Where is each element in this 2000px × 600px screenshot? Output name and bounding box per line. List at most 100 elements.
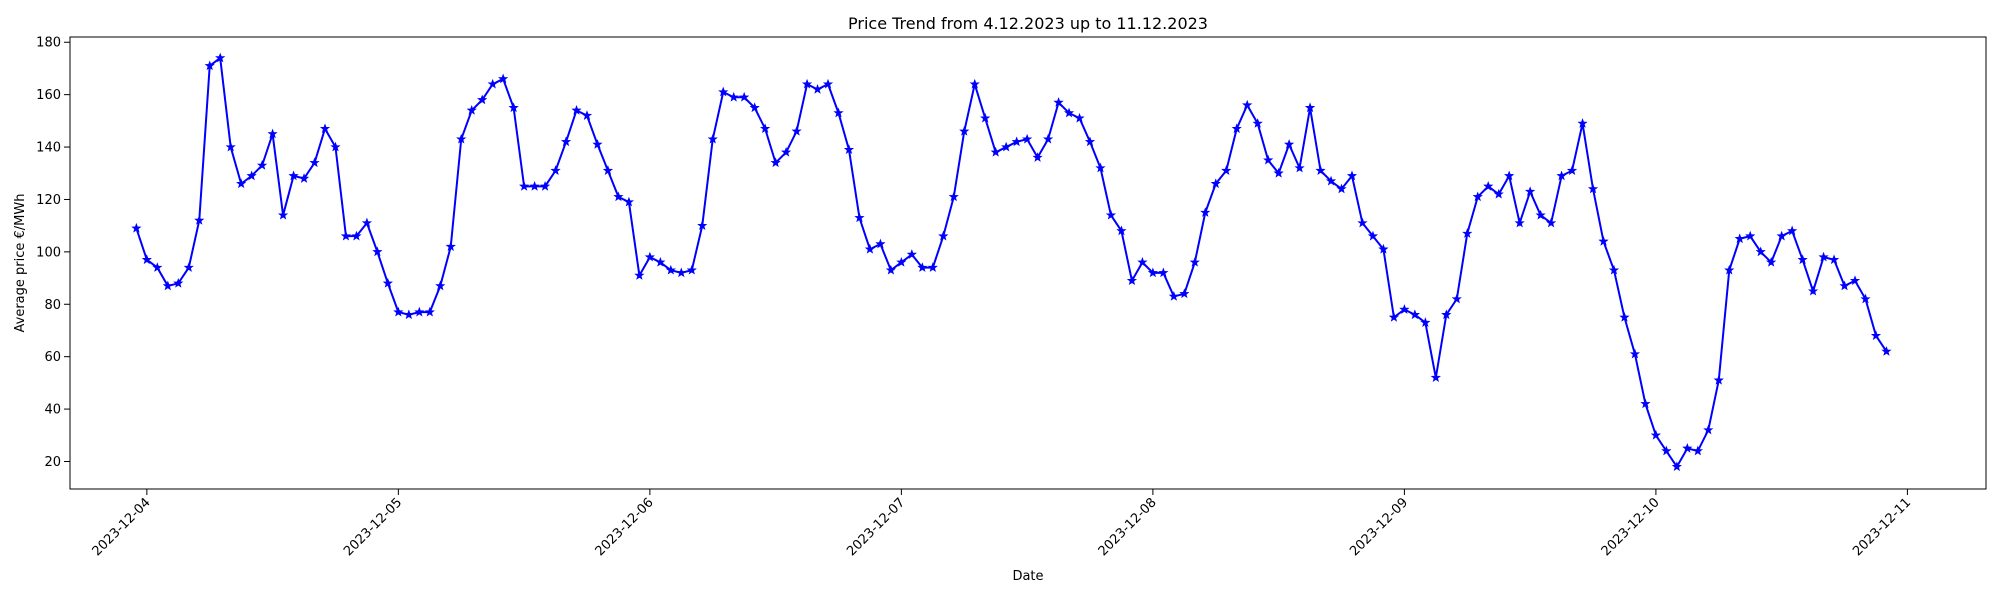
data-point-marker — [875, 238, 886, 249]
data-point-marker — [1158, 267, 1169, 278]
data-point-marker — [1022, 133, 1033, 144]
x-tick-label: 2023-12-11 — [1850, 495, 1914, 559]
data-point-marker — [1388, 312, 1400, 322]
data-point-marker — [1221, 165, 1232, 175]
data-point-marker — [697, 220, 708, 230]
x-tick-label: 2023-12-04 — [90, 495, 154, 559]
data-point-marker — [288, 170, 299, 181]
data-point-marker — [560, 136, 572, 147]
data-point-marker — [906, 249, 917, 259]
data-point-marker — [131, 222, 142, 233]
data-point-marker — [1042, 133, 1054, 144]
data-point-marker — [728, 91, 739, 102]
data-point-marker — [843, 144, 855, 155]
data-point-marker — [1252, 118, 1263, 128]
data-point-marker — [152, 262, 163, 272]
data-point-marker — [1200, 207, 1211, 217]
data-point-marker — [812, 84, 823, 94]
data-point-marker — [644, 251, 655, 262]
data-point-marker — [141, 254, 152, 265]
data-point-marker — [864, 243, 876, 254]
data-point-marker — [298, 173, 310, 183]
x-tick-label: 2023-12-06 — [593, 495, 657, 559]
data-point-marker — [246, 170, 257, 181]
data-point-marker — [1671, 461, 1682, 472]
data-point-marker — [1797, 254, 1808, 265]
data-point-marker — [571, 105, 582, 115]
data-point-marker — [319, 123, 331, 134]
data-point-marker — [215, 52, 226, 63]
data-point-marker — [1399, 304, 1410, 314]
data-point-marker — [508, 102, 519, 113]
data-point-marker — [1084, 136, 1096, 147]
data-point-marker — [445, 241, 456, 251]
data-point-marker — [1472, 191, 1483, 202]
data-point-marker — [980, 112, 991, 123]
data-point-marker — [1608, 264, 1620, 275]
data-point-marker — [1849, 275, 1861, 286]
data-point-marker — [801, 78, 813, 89]
data-point-marker — [885, 264, 896, 275]
x-tick-label: 2023-12-07 — [844, 495, 908, 559]
data-point-marker — [340, 230, 352, 241]
data-point-marker — [833, 107, 844, 118]
data-point-marker — [969, 78, 980, 89]
data-point-marker — [1629, 348, 1641, 359]
data-point-marker — [372, 246, 383, 257]
data-point-marker — [393, 306, 404, 317]
data-point-marker — [959, 125, 970, 136]
data-point-marker — [676, 267, 687, 278]
data-point-marker — [361, 217, 373, 228]
data-point-marker — [194, 215, 205, 225]
data-point-marker — [760, 123, 771, 134]
data-point-marker — [1053, 97, 1064, 107]
data-point-marker — [896, 256, 907, 267]
data-point-marker — [1273, 167, 1284, 178]
data-point-marker — [1734, 233, 1745, 244]
data-point-marker — [498, 73, 509, 84]
data-point-marker — [309, 157, 320, 168]
x-tick-label: 2023-12-10 — [1599, 495, 1663, 559]
data-point-marker — [225, 141, 236, 152]
data-point-marker — [424, 306, 435, 317]
data-point-marker — [1535, 209, 1546, 220]
data-point-marker — [854, 212, 865, 223]
data-point-marker — [1284, 139, 1295, 149]
data-point-marker — [1137, 256, 1148, 267]
data-point-marker — [1105, 209, 1117, 220]
data-point-marker — [1577, 118, 1588, 128]
data-point-marker — [1032, 152, 1043, 162]
data-point-marker — [927, 262, 938, 272]
data-point-marker — [1294, 162, 1305, 173]
x-axis-label: Date — [1012, 569, 1043, 584]
y-tick-label: 40 — [44, 403, 61, 418]
data-point-marker — [1703, 424, 1714, 435]
data-point-marker — [1346, 170, 1358, 181]
data-point-marker — [749, 102, 760, 113]
data-point-marker — [1325, 175, 1337, 186]
data-point-marker — [623, 196, 635, 207]
data-point-marker — [1409, 309, 1420, 320]
data-point-marker — [1378, 243, 1389, 254]
data-point-marker — [1766, 256, 1777, 267]
data-point-marker — [1189, 256, 1200, 267]
data-point-marker — [414, 306, 425, 317]
data-point-marker — [162, 280, 173, 291]
data-point-marker — [1304, 102, 1316, 113]
data-point-marker — [382, 277, 393, 288]
data-point-marker — [1546, 217, 1557, 228]
data-point-marker — [1640, 398, 1651, 409]
data-point-marker — [351, 230, 362, 241]
data-point-marker — [1870, 330, 1882, 341]
data-point-marker — [1713, 374, 1724, 385]
data-point-marker — [1242, 99, 1253, 110]
data-point-marker — [277, 209, 289, 220]
data-point-marker — [1063, 107, 1075, 118]
data-point-marker — [267, 128, 278, 139]
data-point-marker — [529, 181, 540, 191]
data-point-marker — [1828, 254, 1840, 265]
data-point-marker — [466, 105, 477, 115]
y-tick-label: 160 — [36, 88, 61, 103]
data-point-marker — [435, 280, 446, 291]
